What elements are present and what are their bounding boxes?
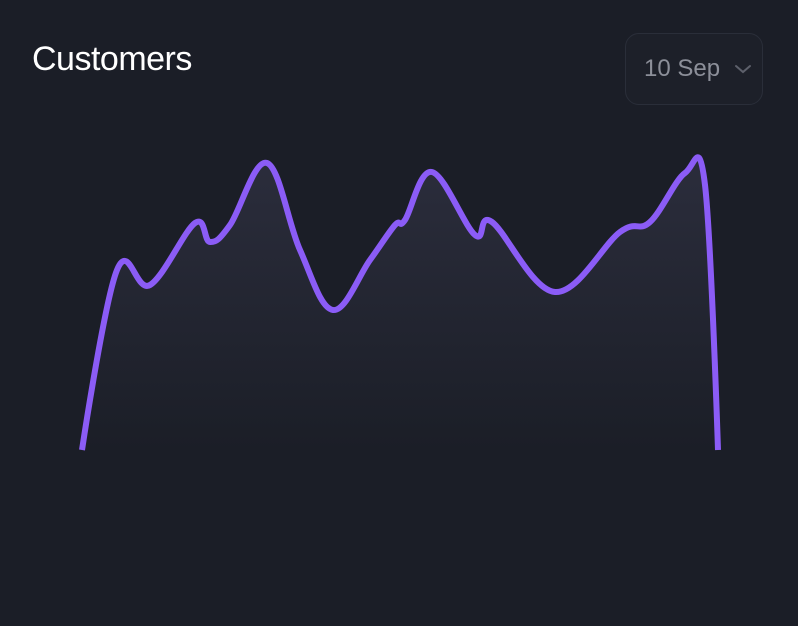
line xyxy=(79,154,721,451)
area-fill xyxy=(82,157,718,451)
dropdown-label[interactable]: 10 Sep xyxy=(644,55,721,82)
date-dropdown[interactable]: 10 Sep xyxy=(625,33,763,105)
card-title: Customers xyxy=(32,40,192,78)
chevron-icon xyxy=(735,65,752,74)
